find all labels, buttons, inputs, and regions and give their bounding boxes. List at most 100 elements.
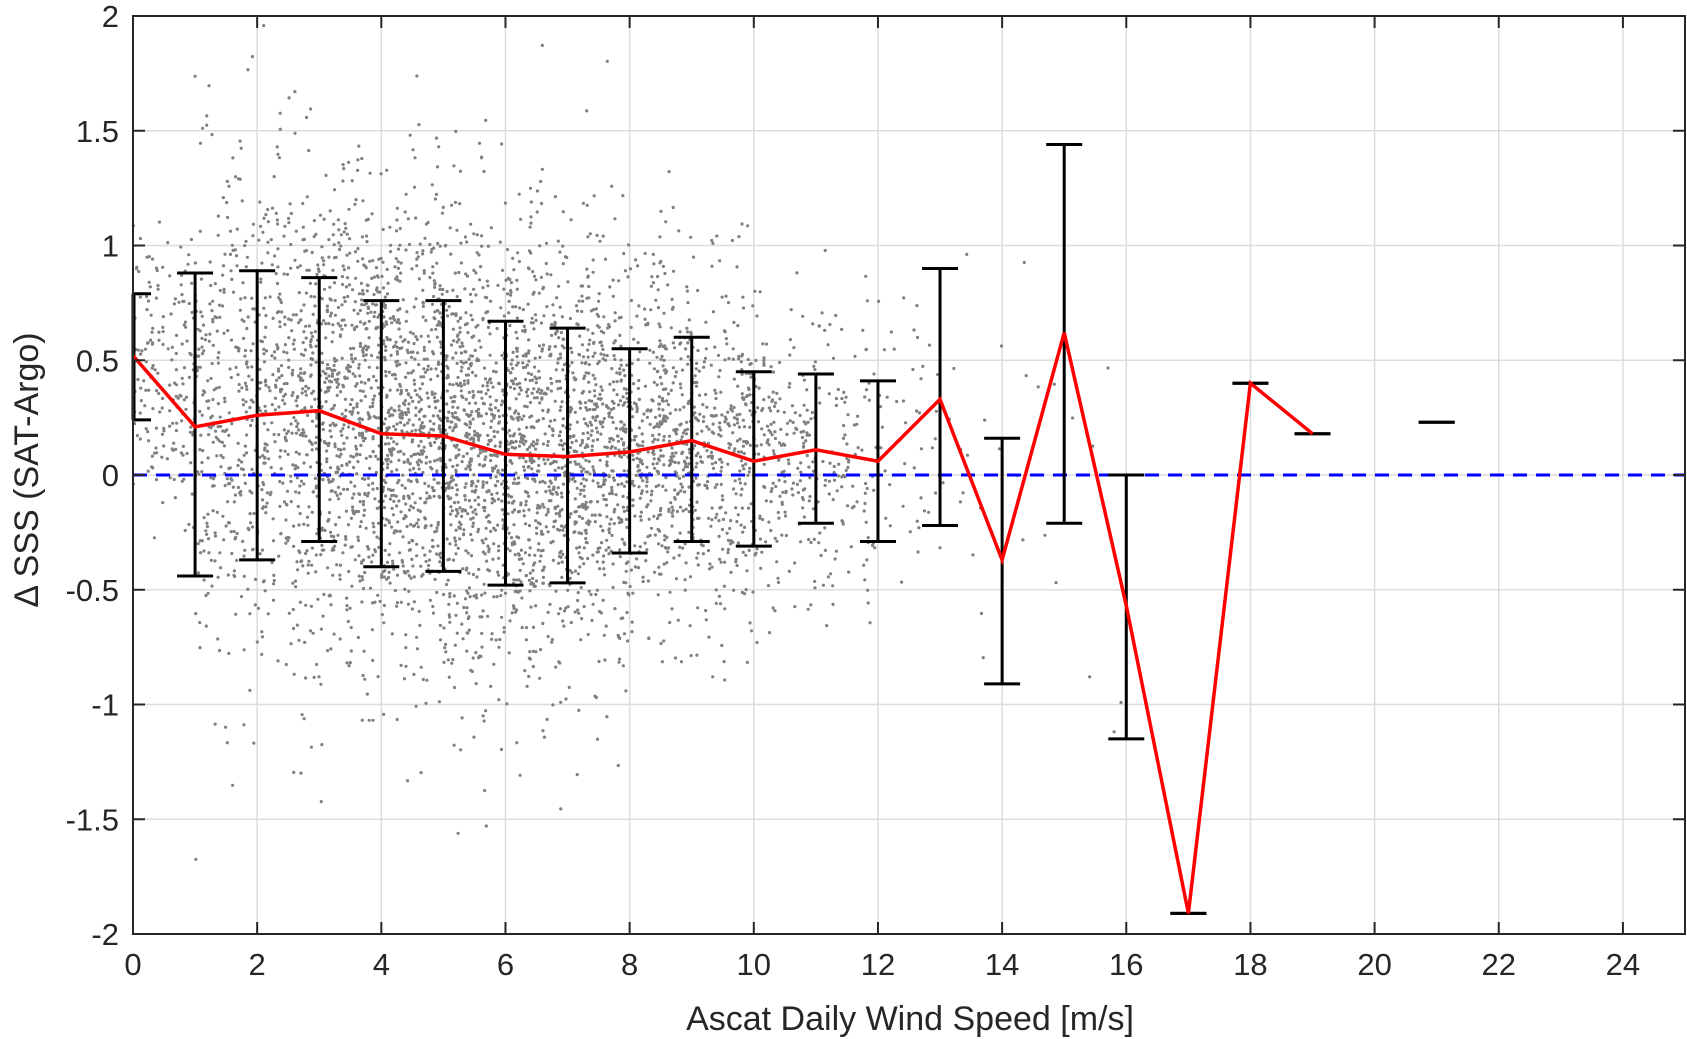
scatter-point xyxy=(673,374,677,379)
scatter-point xyxy=(395,604,399,608)
scatter-point xyxy=(667,170,671,174)
scatter-point xyxy=(472,232,476,236)
scatter-point xyxy=(182,398,186,402)
scatter-point xyxy=(915,304,919,308)
scatter-point xyxy=(427,558,432,562)
scatter-point xyxy=(711,310,716,314)
scatter-point xyxy=(232,500,236,504)
scatter-point xyxy=(623,542,627,547)
scatter-point xyxy=(809,540,813,545)
scatter-point xyxy=(535,506,540,510)
scatter-point xyxy=(436,481,440,485)
scatter-point xyxy=(673,470,677,474)
scatter-point xyxy=(809,603,813,607)
scatter-point xyxy=(741,306,746,310)
scatter-point xyxy=(356,460,360,464)
scatter-point xyxy=(578,565,582,569)
scatter-point xyxy=(358,421,362,425)
scatter-point xyxy=(1052,382,1056,386)
scatter-point xyxy=(713,345,717,349)
scatter-point xyxy=(811,469,816,473)
scatter-point xyxy=(919,496,923,500)
scatter-point xyxy=(446,314,450,318)
scatter-point xyxy=(776,510,780,515)
scatter-point xyxy=(664,347,669,351)
scatter-point xyxy=(179,451,183,455)
scatter-point xyxy=(187,253,191,257)
scatter-point xyxy=(411,564,415,568)
scatter-point xyxy=(525,684,529,689)
scatter-point xyxy=(342,268,346,272)
scatter-point xyxy=(417,123,421,127)
scatter-point xyxy=(737,354,741,358)
scatter-point xyxy=(568,434,573,438)
scatter-point xyxy=(347,569,351,574)
scatter-point xyxy=(363,303,367,307)
scatter-point xyxy=(327,255,331,259)
scatter-point xyxy=(310,391,314,395)
scatter-point xyxy=(605,715,609,719)
scatter-point xyxy=(300,391,304,395)
scatter-point xyxy=(415,554,419,558)
scatter-point xyxy=(456,511,460,515)
scatter-point xyxy=(386,453,390,457)
scatter-point xyxy=(460,460,464,464)
scatter-point xyxy=(421,677,425,682)
scatter-point xyxy=(801,445,806,449)
scatter-point xyxy=(365,234,369,238)
scatter-point xyxy=(467,586,472,590)
scatter-point xyxy=(433,577,437,582)
scatter-point xyxy=(298,511,302,516)
scatter-point xyxy=(398,243,402,247)
scatter-point xyxy=(356,411,360,415)
scatter-point xyxy=(475,575,479,579)
scatter-point xyxy=(501,518,505,522)
scatter-point xyxy=(611,585,615,590)
scatter-point xyxy=(476,530,480,534)
scatter-point xyxy=(297,291,301,295)
scatter-point xyxy=(455,361,459,365)
scatter-point xyxy=(350,323,354,327)
scatter-point xyxy=(467,499,471,503)
scatter-point xyxy=(392,372,397,376)
scatter-point xyxy=(648,533,652,538)
scatter-point xyxy=(509,379,514,383)
scatter-point xyxy=(474,488,478,492)
scatter-point xyxy=(299,479,304,483)
scatter-point xyxy=(325,457,329,461)
scatter-point xyxy=(584,361,588,365)
scatter-point xyxy=(573,497,577,501)
scatter-point xyxy=(593,694,597,698)
scatter-point xyxy=(776,409,780,413)
scatter-point xyxy=(299,318,303,322)
scatter-point xyxy=(601,598,605,602)
scatter-point xyxy=(775,539,779,543)
scatter-point xyxy=(554,332,558,336)
scatter-point xyxy=(704,484,709,488)
scatter-point xyxy=(645,480,649,484)
scatter-point xyxy=(146,341,150,345)
scatter-point xyxy=(685,289,690,293)
scatter-point xyxy=(587,342,591,346)
scatter-point xyxy=(518,456,522,460)
scatter-point xyxy=(230,422,234,426)
scatter-point xyxy=(358,308,362,313)
scatter-point xyxy=(608,411,612,415)
scatter-point xyxy=(492,542,496,546)
scatter-point xyxy=(603,257,608,261)
scatter-point xyxy=(892,347,896,351)
scatter-point xyxy=(672,556,676,560)
scatter-point xyxy=(411,492,415,496)
scatter-point xyxy=(314,570,318,574)
scatter-point xyxy=(227,411,231,415)
scatter-point xyxy=(434,406,438,410)
scatter-point xyxy=(807,433,812,437)
scatter-point xyxy=(536,548,540,552)
scatter-point xyxy=(367,718,371,722)
scatter-point xyxy=(500,142,504,146)
scatter-point xyxy=(410,607,414,611)
scatter-point xyxy=(445,582,449,587)
scatter-point xyxy=(537,456,541,460)
scatter-point xyxy=(397,408,401,412)
scatter-point xyxy=(470,300,474,304)
